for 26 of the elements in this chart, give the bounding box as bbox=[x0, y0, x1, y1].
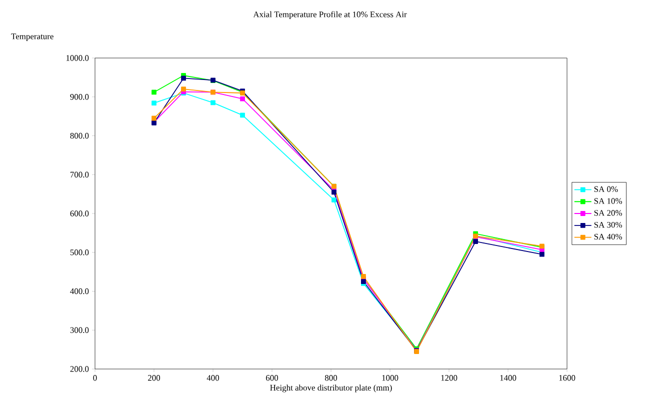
legend-label: SA 40% bbox=[594, 234, 622, 240]
x-tick-label: 0 bbox=[93, 375, 97, 381]
y-tick-label: 400.0 bbox=[70, 288, 89, 294]
x-tick-label: 1000 bbox=[382, 375, 398, 381]
y-axis-title: Temperature bbox=[11, 34, 54, 41]
x-tick-label: 1400 bbox=[500, 375, 516, 381]
legend-label: SA 30% bbox=[594, 222, 622, 228]
chart-title: Axial Temperature Profile at 10% Excess Air bbox=[253, 11, 407, 19]
y-tick-label: 1000.0 bbox=[66, 55, 89, 61]
x-tick-label: 1600 bbox=[559, 375, 576, 381]
legend-label: SA 10% bbox=[594, 198, 622, 204]
y-tick-label: 300.0 bbox=[70, 327, 89, 334]
y-tick-label: 500.0 bbox=[70, 250, 89, 256]
x-axis-title: Height above distributor plate (mm) bbox=[270, 384, 392, 392]
y-tick-label: 600.0 bbox=[70, 210, 89, 216]
x-tick-label: 200 bbox=[148, 375, 160, 381]
legend-label: SA 0% bbox=[594, 186, 618, 192]
x-tick-label: 400 bbox=[206, 375, 220, 381]
x-tick-label: 1200 bbox=[441, 375, 458, 381]
legend-label: SA 20% bbox=[594, 210, 622, 216]
y-tick-label: 200.0 bbox=[70, 366, 89, 372]
x-tick-label: 600 bbox=[266, 375, 278, 381]
y-tick-label: 800.0 bbox=[70, 132, 89, 139]
y-tick-label: 700.0 bbox=[70, 172, 89, 178]
y-tick-label: 900.0 bbox=[70, 94, 89, 100]
x-tick-label: 800 bbox=[324, 375, 338, 381]
